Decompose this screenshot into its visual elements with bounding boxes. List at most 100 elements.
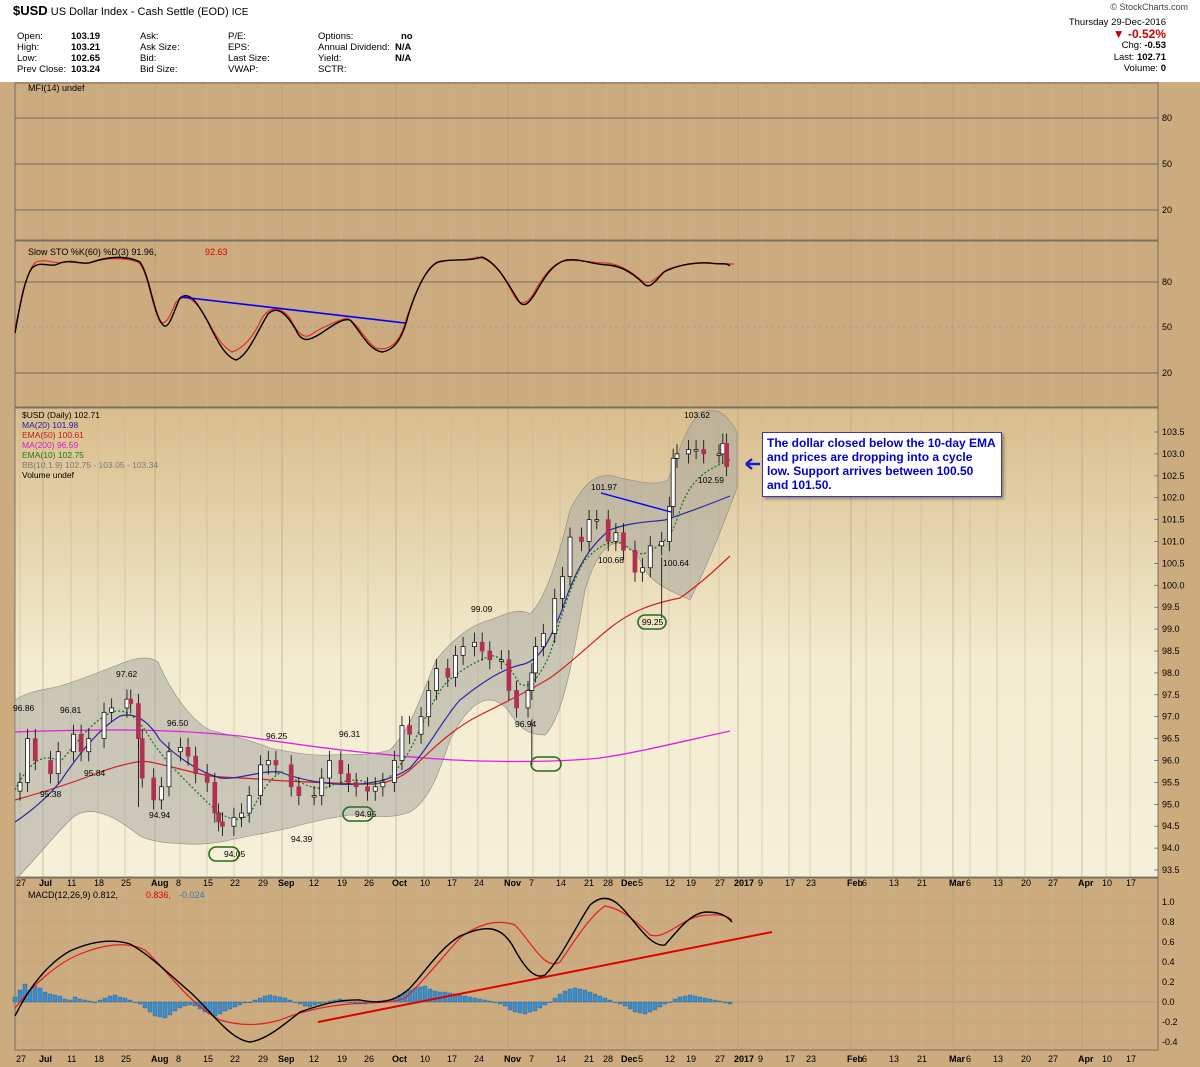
macd-histogram-bar — [152, 1001, 158, 1017]
macd-histogram-bar — [617, 1001, 623, 1005]
price-annotation: 96.86 — [13, 703, 35, 713]
macd-histogram-bar — [147, 1001, 153, 1013]
macd-histogram-bar — [492, 1001, 498, 1003]
x-axis-label: 15 — [203, 1054, 213, 1064]
candle — [258, 764, 263, 796]
x-axis-label: 24 — [474, 1054, 484, 1064]
candle — [605, 519, 611, 542]
candle — [498, 659, 504, 662]
price-legend-item: MA(200) 96.59 — [22, 440, 78, 450]
x-axis-label: 6 — [862, 1054, 867, 1064]
macd-histogram-bar — [92, 1001, 98, 1003]
x-axis-label: Nov — [504, 1054, 521, 1064]
macd-histogram-bar — [292, 1001, 298, 1003]
macd-histogram-bar — [102, 997, 108, 1003]
x-axis-label: 26 — [364, 1054, 374, 1064]
candle — [560, 576, 565, 599]
price-tick: 93.5 — [1162, 865, 1180, 875]
x-axis-label: 8 — [176, 878, 181, 888]
macd-histogram-bar — [217, 1001, 223, 1015]
macd-hist-label: -0.024 — [179, 890, 205, 900]
candle — [17, 782, 23, 792]
candle — [204, 773, 210, 783]
x-axis-label: 13 — [889, 878, 899, 888]
candle — [693, 449, 699, 452]
sto-tick: 20 — [1162, 368, 1172, 378]
price-legend-item: EMA(50) 100.61 — [22, 430, 84, 440]
candle — [621, 532, 626, 551]
candle — [265, 760, 271, 766]
price-legend-item: $USD (Daily) 102.71 — [22, 410, 100, 420]
x-axis-label: 10 — [1102, 878, 1112, 888]
macd-histogram-bar — [447, 992, 453, 1003]
macd-tick: 0.6 — [1162, 937, 1175, 947]
macd-histogram-bar — [532, 1001, 538, 1012]
x-axis-label: 14 — [556, 878, 566, 888]
candle — [55, 751, 61, 774]
x-axis-label: 22 — [230, 878, 240, 888]
quote-header: $USD US Dollar Index - Cash Settle (EOD)… — [0, 0, 1200, 82]
macd-histogram-bar — [262, 995, 268, 1003]
macd-histogram-bar — [127, 999, 133, 1003]
x-axis-label: 9 — [758, 1054, 763, 1064]
x-axis-label: 7 — [529, 878, 534, 888]
candle — [311, 795, 317, 798]
macd-histogram-bar — [247, 1001, 253, 1003]
x-axis-label: 6 — [966, 878, 971, 888]
macd-histogram-bar — [552, 997, 558, 1003]
mfi-tick: 20 — [1162, 205, 1172, 215]
quote-label: VWAP: — [228, 64, 259, 75]
support-oval — [530, 756, 562, 772]
candle — [166, 751, 172, 788]
sto-k-line — [14, 256, 731, 361]
candle — [372, 786, 378, 792]
x-axis-label: Aug — [151, 878, 169, 888]
candle — [640, 567, 645, 573]
stockcharts-logo[interactable]: © StockCharts.com — [1110, 2, 1188, 12]
x-axis-label: 17 — [785, 1054, 795, 1064]
macd-histogram-bar — [637, 1001, 643, 1014]
macd-signal-line — [14, 905, 733, 1026]
macd-histogram-bar — [622, 1001, 628, 1007]
price-legend-item: EMA(10) 102.75 — [22, 450, 84, 460]
candle — [288, 764, 294, 788]
price-tick: 101.0 — [1162, 537, 1185, 547]
price-tick: 98.5 — [1162, 646, 1180, 656]
macd-histogram-bar — [582, 989, 588, 1003]
price-annotation: 95.84 — [84, 768, 106, 778]
candle — [567, 536, 573, 577]
price-annotation: 96.25 — [266, 731, 288, 741]
macd-histogram-bar — [602, 997, 608, 1003]
price-tick: 102.0 — [1162, 493, 1185, 503]
x-axis-label: Oct — [392, 1054, 407, 1064]
macd-histogram-bar — [182, 1001, 188, 1007]
x-axis-label: 27 — [715, 1054, 725, 1064]
macd-histogram-bar — [107, 995, 113, 1003]
price-tick: 99.5 — [1162, 602, 1180, 612]
candle — [220, 821, 225, 827]
candle — [296, 786, 302, 796]
macd-histogram-bar — [417, 986, 423, 1003]
macd-tick: -0.4 — [1162, 1037, 1178, 1047]
candle — [724, 443, 729, 467]
candle — [433, 668, 439, 691]
price-annotation: 100.68 — [598, 555, 624, 565]
x-axis-label: 10 — [1102, 1054, 1112, 1064]
candle — [391, 760, 397, 783]
annotation-arrow — [745, 458, 760, 470]
macd-histogram-bar — [282, 997, 288, 1003]
macd-histogram-bar — [702, 997, 708, 1003]
price-annotation: 94.39 — [291, 834, 313, 844]
price-annotation: 97.62 — [116, 669, 138, 679]
macd-histogram-bar — [477, 998, 483, 1003]
macd-histogram-bar — [302, 1001, 308, 1007]
x-axis-label: 27 — [715, 878, 725, 888]
sto-panel — [14, 240, 1159, 408]
quote-label: Annual Dividend: — [318, 42, 390, 53]
x-axis-label: 11 — [67, 1054, 76, 1064]
macd-histogram-bar — [297, 1001, 303, 1005]
quote-label: Prev Close: — [17, 64, 67, 75]
x-axis-label: 21 — [584, 878, 594, 888]
macd-histogram-bar — [232, 1001, 238, 1008]
macd-histogram-bar — [612, 1001, 618, 1003]
